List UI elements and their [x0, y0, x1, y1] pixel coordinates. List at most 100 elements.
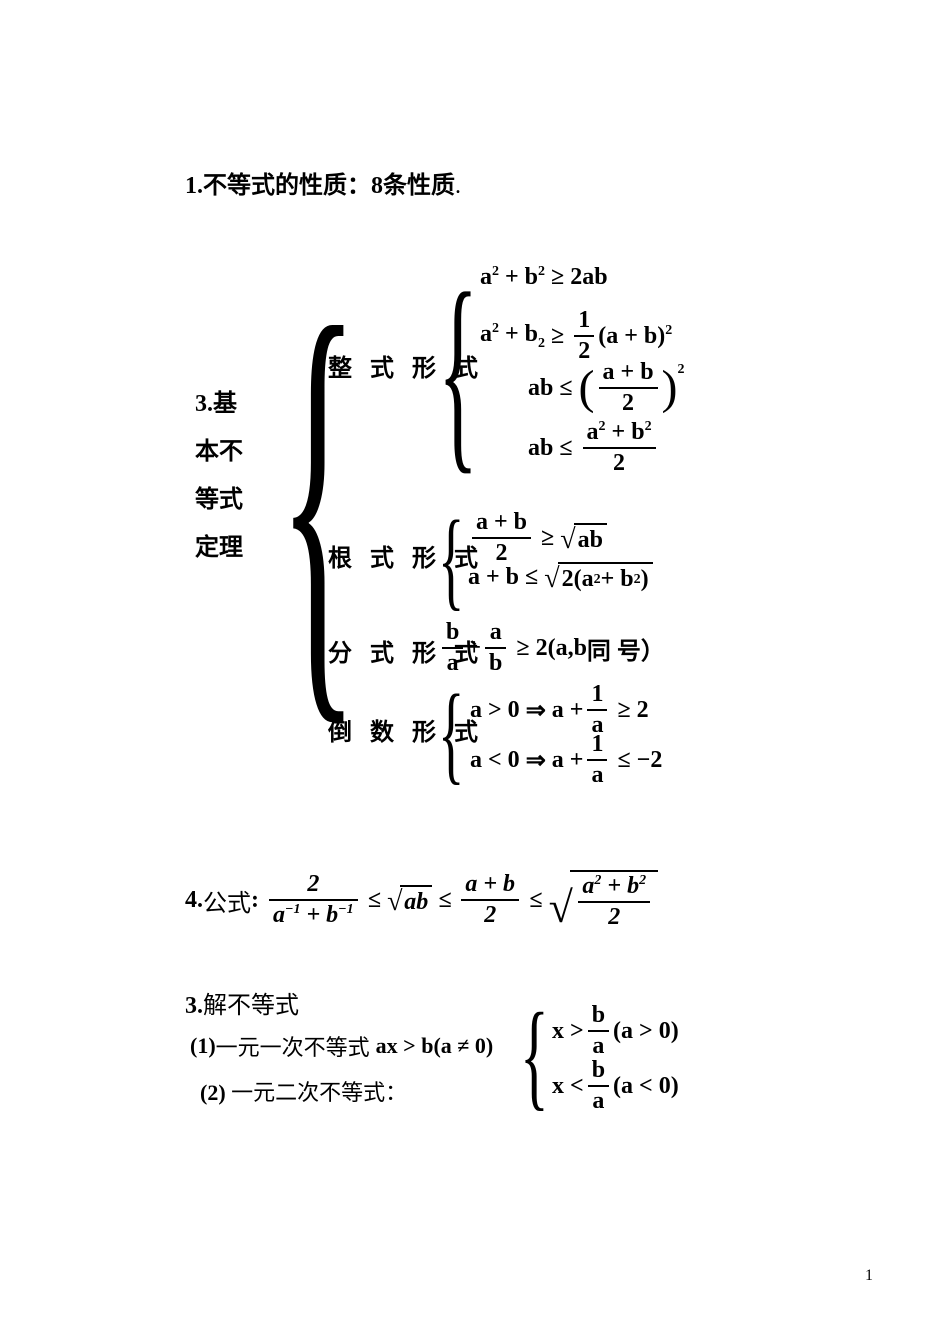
s3b-c1-lhs: x > [552, 1018, 584, 1045]
rad-l1-sqrt: √ ab [560, 523, 607, 554]
recip-l2-lhs: a + [552, 747, 584, 774]
section-4-label: 公式 [203, 883, 251, 918]
s4-t1: 2 a−1 + b−1 [269, 872, 358, 928]
frac-line: b a + a b ≥ 2(a,b同 号） [438, 620, 665, 676]
frac-rhs: 2(a,b [536, 635, 587, 662]
int-l1-rhs: 2ab [570, 264, 607, 291]
s4-r3: ≤ [529, 887, 542, 914]
frac-rel: ≥ [516, 635, 529, 662]
s3b-1-expr: ax > b(a ≠ 0) [376, 1033, 494, 1059]
brace-reciprocal: { [438, 678, 464, 788]
radical-icon: √ [548, 886, 572, 930]
brace-3b: { [520, 995, 549, 1115]
s4-t1-den: a−1 + b−1 [269, 903, 358, 928]
rad-l2-rel: ≤ [525, 564, 538, 591]
rad-l2-lhs: a + b [468, 564, 519, 591]
recip-l2-num: 1 [587, 732, 607, 757]
int-l3-lhs: ab [528, 375, 553, 402]
rad-l2-sqrt: √ 2(a2 + b2) [544, 562, 652, 593]
recip-l2-cond: a < 0 [470, 747, 520, 774]
int-l2-lhs: a2 + b2 [480, 321, 545, 352]
s3b-c2-den: a [588, 1089, 608, 1114]
s3b-c2-num: b [588, 1058, 609, 1083]
section-1-prefix: 1. [185, 173, 203, 199]
recip-l2-den: a [587, 763, 607, 788]
int-l4-rel: ≤ [559, 435, 572, 462]
int-line-4: ab ≤ a2 + b2 2 [528, 420, 660, 476]
section-4: 4. 公式 : 2 a−1 + b−1 ≤ √ ab ≤ a + b 2 ≤ √… [185, 870, 658, 930]
frac-t1: b a [442, 620, 463, 676]
int-l4-lhs: ab [528, 435, 553, 462]
s3b-c1-num: b [588, 1003, 609, 1028]
int-l2-frac: 1 2 [574, 308, 594, 364]
lparen-icon: ( [579, 364, 595, 412]
theorem-char-2: 等式 [195, 476, 243, 524]
recip-l1-lhs: a + [552, 697, 584, 724]
int-l3-frac-num: a + b [599, 360, 658, 385]
page: 1.不等式的性质：8条性质. 3.基 本不 等式 定理 { 整 式 形 式 { … [0, 0, 945, 1337]
int-l2-frac-num: 1 [574, 308, 594, 333]
s4-t1-num: 2 [303, 872, 323, 897]
int-line-2: a2 + b2 ≥ 1 2 (a + b)2 [480, 308, 672, 364]
int-l2-rel: ≥ [551, 323, 564, 350]
section-3b-item-2: (2) 一元二次不等式： [200, 1075, 407, 1107]
s4-r2: ≤ [438, 887, 451, 914]
brace-integer: { [438, 260, 478, 480]
frac-t2-num: a [486, 620, 506, 645]
recip-l1-arrow: ⇒ [526, 696, 546, 725]
frac-t2-den: b [485, 651, 506, 676]
frac-t2: a b [485, 620, 506, 676]
s3b-case-1: x > b a (a > 0) [552, 1003, 679, 1059]
s4-t3-den: 2 [480, 903, 500, 928]
theorem-label: 3.基 本不 等式 定理 [195, 380, 243, 572]
section-3b-item-1: (1) 一元一次不等式 ax > b(a ≠ 0) [190, 1030, 493, 1062]
int-line-1: a2 + b2 ≥ 2ab [480, 264, 608, 291]
section-3b-prefix: 3. [185, 993, 203, 1019]
frac-cn: 同 号 [587, 631, 641, 666]
rad-l1-num: a + b [472, 510, 531, 535]
rad-line-2: a + b ≤ √ 2(a2 + b2) [468, 562, 653, 593]
s3b-c2-lhs: x < [552, 1073, 584, 1100]
theorem-number: 3. [195, 391, 213, 417]
int-l1-rel: ≥ [551, 264, 564, 291]
rad-l1-frac: a + b 2 [472, 510, 531, 566]
s4-t4-rad: a2 + b2 2 [570, 870, 658, 930]
frac-plus: + [467, 635, 481, 662]
s3b-case-2: x < b a (a < 0) [552, 1058, 679, 1114]
recip-l1-frac: 1 a [587, 682, 607, 738]
s3b-1-text: 一元一次不等式 [216, 1030, 370, 1062]
s3b-c1-cond: (a > 0) [613, 1018, 679, 1045]
section-3b-title: 解不等式 [203, 993, 299, 1019]
rad-line-1: a + b 2 ≥ √ ab [468, 510, 607, 566]
rad-l1-rel: ≥ [541, 525, 554, 552]
brace-radical: { [438, 504, 464, 614]
section-1-title: 不等式的性质：8条性质 [203, 173, 455, 199]
recip-line-1: a > 0 ⇒ a + 1 a ≥ 2 [470, 682, 649, 738]
theorem-char-1: 本不 [195, 428, 243, 476]
s3b-2-text: 一元二次不等式： [231, 1080, 407, 1105]
section-4-prefix: 4. [185, 887, 203, 914]
recip-l2-frac: 1 a [587, 732, 607, 788]
section-1-tail: . [455, 173, 461, 199]
rparen-icon: ) [662, 364, 678, 412]
int-l3-exp: 2 [678, 362, 685, 378]
frac-tail: ） [641, 631, 665, 666]
int-l4-frac-den: 2 [609, 451, 629, 476]
s3b-c2-frac: b a [588, 1058, 609, 1114]
recip-l2-arrow: ⇒ [526, 746, 546, 775]
theorem-char-0: 基 [213, 391, 237, 417]
s4-t2: √ ab [387, 885, 432, 916]
int-l1-lhs: a2 + b2 [480, 264, 545, 291]
s3b-2-no: (2) [200, 1080, 226, 1105]
int-line-3: ab ≤ ( a + b 2 ) 2 [528, 360, 685, 416]
rad-l1-radicand: ab [574, 523, 607, 554]
int-l2-tail: (a + b)2 [598, 323, 672, 350]
section-3b-heading: 3.解不等式 [185, 985, 299, 1020]
s4-r1: ≤ [368, 887, 381, 914]
s3b-c1-frac: b a [588, 1003, 609, 1059]
frac-t1-num: b [442, 620, 463, 645]
s4-t4-num: a2 + b2 [578, 874, 650, 899]
section-1-heading: 1.不等式的性质：8条性质. [185, 165, 461, 200]
int-l3-frac-den: 2 [618, 391, 638, 416]
recip-l2-rel: ≤ [617, 747, 630, 774]
